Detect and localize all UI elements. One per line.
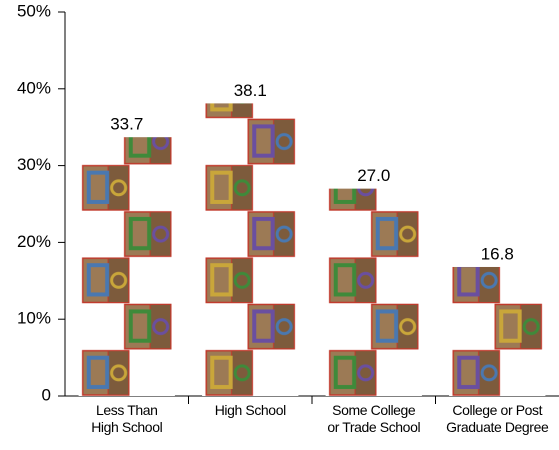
y-tick-label: 50%	[17, 1, 51, 20]
value-label: 33.7	[110, 115, 143, 134]
bar	[325, 188, 422, 396]
x-tick-label: Some College or Trade School	[327, 402, 421, 435]
bar	[202, 103, 299, 396]
x-tick-label: High School	[214, 402, 286, 418]
x-tick-label: Less Than High School	[91, 402, 163, 435]
y-tick-label: 40%	[17, 78, 51, 97]
bar	[78, 137, 175, 396]
y-tick-label: 0	[42, 385, 51, 404]
value-label: 27.0	[357, 166, 390, 185]
value-label: 38.1	[234, 81, 267, 100]
x-tick-label: College or Post Graduate Degree	[446, 402, 549, 435]
y-tick-label: 10%	[17, 309, 51, 328]
y-tick-label: 30%	[17, 155, 51, 174]
y-tick-label: 20%	[17, 232, 51, 251]
value-label: 16.8	[481, 244, 514, 263]
bar	[449, 266, 546, 396]
